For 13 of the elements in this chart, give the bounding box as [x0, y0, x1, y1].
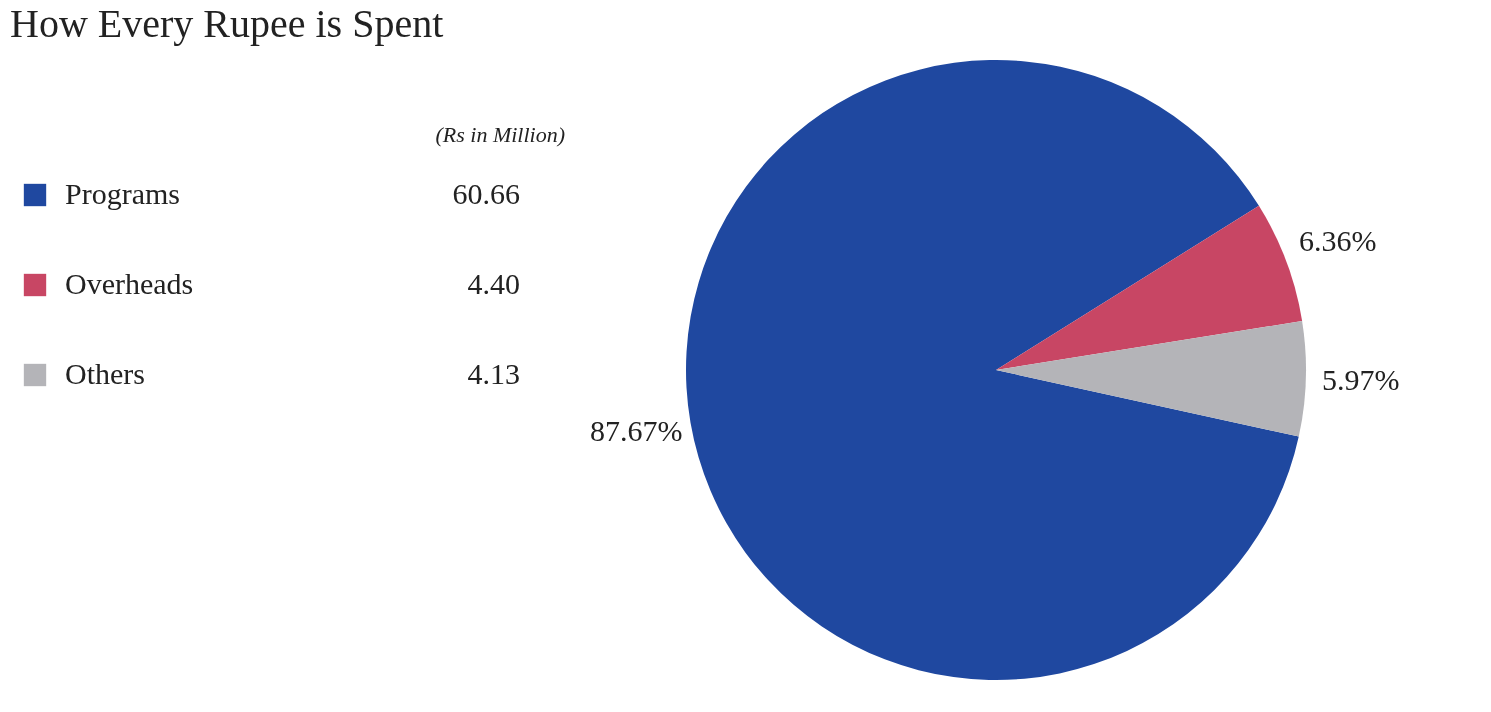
chart-title: How Every Rupee is Spent [10, 1, 444, 46]
data-label: 6.36% [1299, 223, 1377, 257]
text: 60.66 [452, 177, 520, 210]
text: 4.13 [467, 357, 520, 390]
text: 4.40 [467, 267, 520, 300]
data-label: 87.67% [590, 414, 683, 448]
text: (Rs in Million) [435, 122, 565, 147]
data-label: 5.97% [1322, 362, 1400, 396]
pie-slice [996, 321, 1306, 437]
legend-label: Others [65, 357, 145, 390]
legend-label: Overheads [65, 267, 194, 300]
legend-label: Programs [65, 177, 180, 210]
pie-slice [686, 60, 1299, 680]
